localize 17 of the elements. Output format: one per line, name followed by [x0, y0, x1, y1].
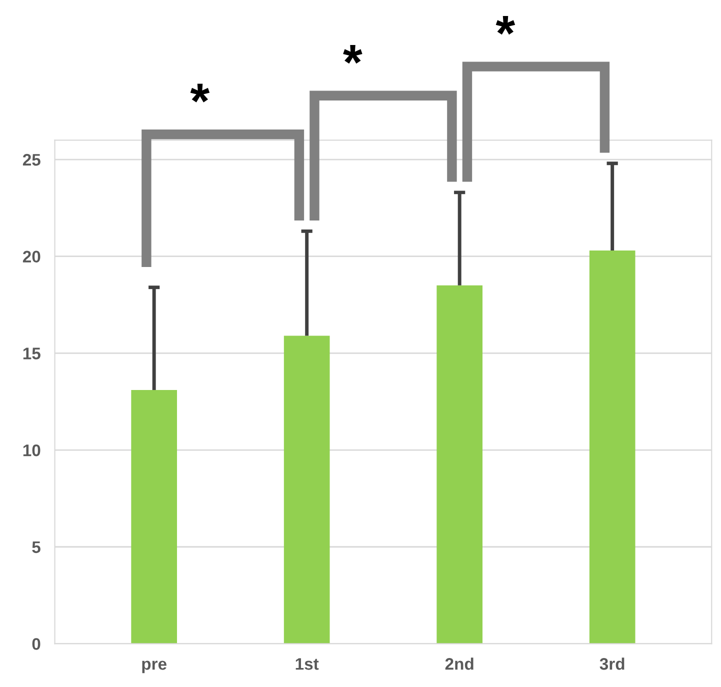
y-tick-label: 25: [22, 154, 40, 166]
bar: [131, 390, 177, 644]
y-tick-label: 20: [22, 250, 40, 263]
text: *: [190, 84, 210, 102]
y-tick-label: 5: [32, 541, 40, 554]
text: *: [343, 45, 362, 64]
x-tick-label: pre: [142, 660, 166, 674]
x-tick-label: 2nd: [445, 658, 474, 670]
y-tick-label: 0: [32, 638, 40, 650]
x-tick-label: 1st: [296, 658, 319, 670]
bar: [284, 336, 330, 644]
bar: [589, 250, 636, 644]
bar: [436, 285, 482, 644]
x-tick-label: 3rd: [600, 658, 624, 670]
text: *: [496, 16, 516, 35]
y-tick-label: 10: [23, 444, 40, 456]
y-tick-label: 15: [23, 348, 40, 360]
